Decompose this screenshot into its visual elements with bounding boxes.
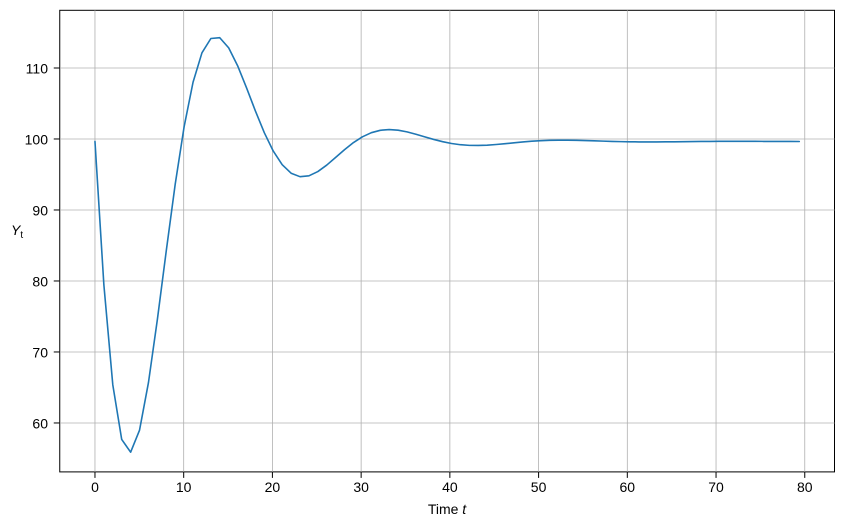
svg-text:60: 60 xyxy=(620,479,636,495)
svg-text:Time t: Time t xyxy=(428,501,467,517)
svg-text:20: 20 xyxy=(265,479,281,495)
svg-text:90: 90 xyxy=(32,202,48,218)
svg-text:80: 80 xyxy=(797,479,813,495)
svg-text:70: 70 xyxy=(708,479,724,495)
svg-text:0: 0 xyxy=(91,479,99,495)
svg-text:70: 70 xyxy=(32,344,48,360)
svg-text:60: 60 xyxy=(32,415,48,431)
svg-text:110: 110 xyxy=(26,60,49,76)
svg-text:40: 40 xyxy=(442,479,458,495)
svg-text:30: 30 xyxy=(353,479,369,495)
svg-text:100: 100 xyxy=(25,131,49,147)
svg-text:10: 10 xyxy=(176,479,192,495)
svg-text:50: 50 xyxy=(531,479,547,495)
svg-text:80: 80 xyxy=(32,273,48,289)
